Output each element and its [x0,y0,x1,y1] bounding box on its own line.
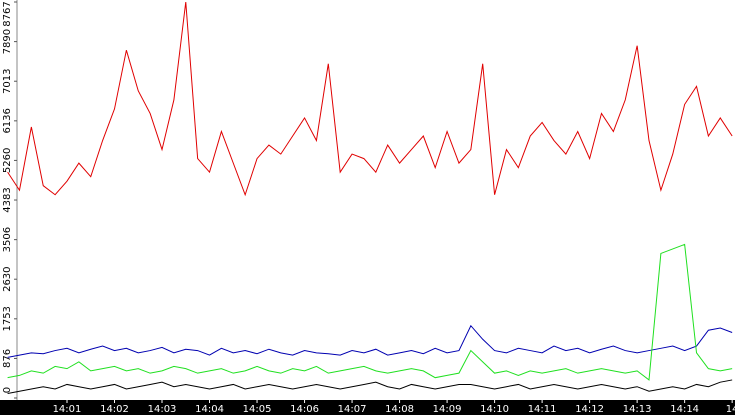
x-tick-label: 14:10 [480,404,509,415]
x-tick-label: 14:01 [53,404,82,415]
x-tick-label: 14:05 [243,404,272,415]
y-tick-label: 4383 [2,187,13,212]
y-tick-label: 7890 [2,29,13,54]
x-axis-bar [0,400,735,415]
y-tick-label: 5260 [2,148,13,173]
x-tick-label: 14:03 [148,404,177,415]
y-tick-label: 2630 [2,266,13,291]
x-tick-label: 14:02 [100,404,129,415]
x-tick-label: 14:13 [623,404,652,415]
y-tick-label: 8767 [2,1,13,26]
x-tick-label: 14:06 [290,404,319,415]
series-line [7,243,733,381]
series-line [7,324,733,358]
y-tick-label: 7013 [2,69,13,94]
y-tick-label: 1753 [2,306,13,331]
x-tick-label: 14:08 [385,404,414,415]
x-tick-label: 14 [726,404,735,415]
x-tick-label: 14:11 [528,404,557,415]
x-tick-label: 14:04 [195,404,224,415]
y-tick-label: 0 [2,387,13,393]
y-tick-label: 3506 [2,227,13,252]
x-tick-label: 14:09 [433,404,462,415]
x-tick-label: 14:07 [338,404,367,415]
series-line [7,379,733,394]
x-tick-label: 14:14 [670,404,699,415]
x-tick-label: 14:12 [575,404,604,415]
series-line [7,1,733,197]
y-tick-label: 876 [2,349,13,368]
y-tick-label: 6136 [2,108,13,133]
